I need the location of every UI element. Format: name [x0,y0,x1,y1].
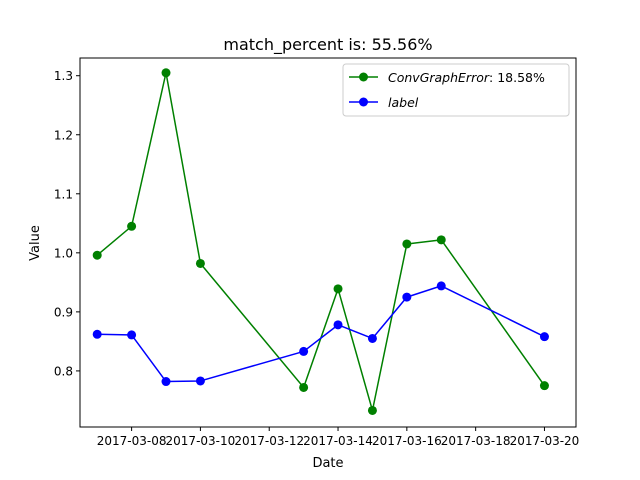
y-tick-label: 0.8 [54,364,73,378]
x-tick-label: 2017-03-20 [510,434,580,448]
data-point-label [161,377,171,387]
plot-background [80,58,576,427]
y-tick-label: 1.0 [54,246,73,260]
data-point-convgrapherror [127,221,137,231]
data-point-convgrapherror [436,235,446,245]
data-point-convgrapherror [333,284,343,294]
data-point-convgrapherror [195,258,205,268]
x-tick-label: 2017-03-16 [372,434,442,448]
legend-marker-convgrapherror [359,72,368,82]
data-point-label [195,376,205,386]
data-point-label [402,292,412,302]
plot-area: 2017-03-08 2017-03-10 2017-03-12 2017-03-14… [54,57,580,448]
chart-title: match_percent is: 55.56% [223,35,432,55]
data-point-label [127,330,137,340]
x-tick-label: 2017-03-18 [441,434,511,448]
legend-box [342,63,570,117]
y-tick-label: 1.3 [54,69,73,83]
x-tick-label: 2017-03-14 [303,434,373,448]
legend-series-name-label: label [388,95,419,110]
legend-label-label: label [388,95,419,110]
series-line-label [97,285,545,383]
data-point-convgrapherror [161,68,171,78]
legend: ConvGraphError: 18.58% label [342,63,570,117]
data-point-label [367,333,377,343]
data-point-label [92,329,102,339]
series-layer [92,68,549,415]
data-point-convgrapherror [367,405,377,415]
data-point-label [539,332,549,342]
series-label [92,281,549,387]
data-point-label [299,346,309,356]
data-point-label [333,320,343,330]
x-tick-label: 2017-03-10 [166,434,236,448]
data-point-convgrapherror [539,381,549,391]
legend-series-suffix-convgrapherror: : 18.58% [489,70,545,85]
data-point-convgrapherror [402,239,412,249]
legend-series-name-convgrapherror: ConvGraphError [388,70,490,85]
legend-label-convgrapherror: ConvGraphError: 18.58% [388,70,545,85]
y-tick-label: 0.9 [54,305,73,319]
y-axis-label: Value [28,225,43,261]
y-axis-ticks: 0.8 0.9 1.0 1.1 1.2 1.3 [54,69,80,378]
y-tick-label: 1.1 [54,187,73,201]
legend-marker-label [359,97,368,107]
x-axis-label: Date [312,456,343,471]
data-point-convgrapherror [299,382,309,392]
y-tick-label: 1.2 [54,128,73,142]
x-tick-label: 2017-03-12 [234,434,304,448]
data-point-convgrapherror [92,250,102,260]
plot-frame [79,57,577,428]
data-point-label [436,281,446,291]
x-tick-label: 2017-03-08 [97,434,167,448]
x-axis-ticks: 2017-03-08 2017-03-10 2017-03-12 2017-03-14… [97,427,580,448]
